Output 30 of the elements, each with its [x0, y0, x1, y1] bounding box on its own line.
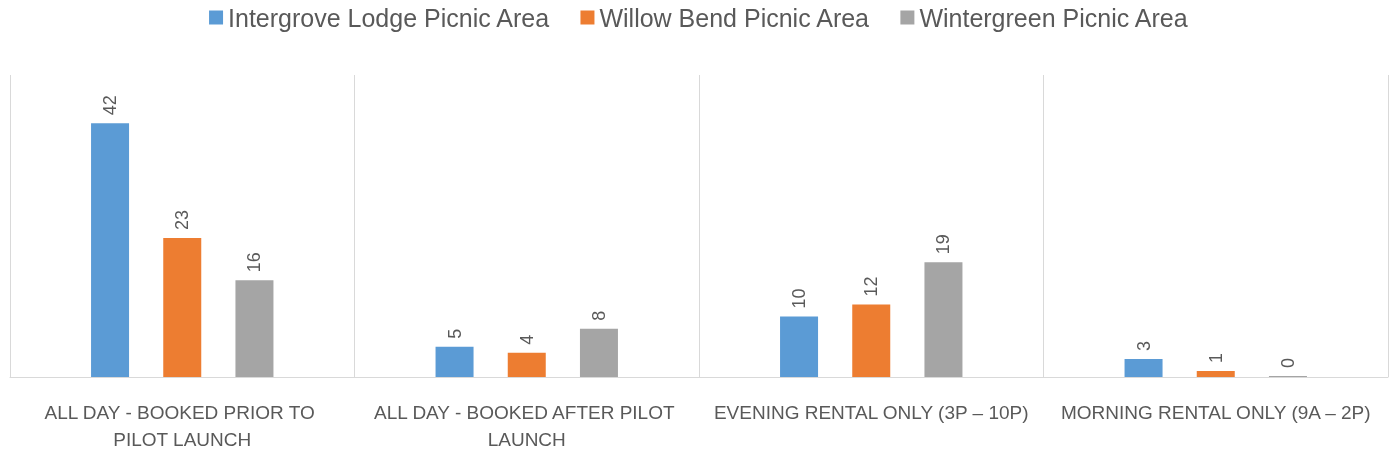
bar	[163, 238, 202, 377]
legend-label: Willow Bend Picnic Area	[599, 3, 870, 32]
bar	[1124, 358, 1163, 377]
data-label: 12	[861, 276, 882, 297]
bar	[235, 280, 274, 377]
legend-label: Wintergreen Picnic Area	[919, 3, 1188, 32]
x-tick-label: MORNING RENTAL ONLY (9A – 2P)	[1060, 402, 1371, 423]
bar	[579, 328, 618, 377]
data-label: 8	[588, 310, 609, 321]
x-tick-label: ALL DAY - BOOKED PRIOR TO PILOT LAUNCH	[44, 402, 321, 450]
data-label: 0	[1277, 357, 1298, 368]
data-label: 19	[933, 234, 954, 255]
bar	[1196, 370, 1235, 377]
data-label: 5	[444, 328, 465, 339]
data-label: 42	[100, 95, 121, 116]
bar	[852, 304, 891, 377]
x-tick-label: ALL DAY - BOOKED AFTER PILOT LAUNCH	[373, 402, 680, 450]
bar	[924, 262, 963, 377]
x-tick-label: EVENING RENTAL ONLY (3P – 10P)	[713, 402, 1029, 423]
data-label: 16	[244, 252, 265, 273]
data-label: 3	[1133, 340, 1154, 351]
bar	[91, 123, 130, 377]
bar	[435, 346, 474, 377]
bar	[507, 352, 546, 377]
data-label: 1	[1205, 352, 1226, 363]
data-label: 10	[789, 288, 810, 309]
bar	[780, 316, 819, 377]
data-label: 23	[172, 210, 193, 231]
data-label: 4	[516, 334, 537, 345]
legend-label: Intergrove Lodge Picnic Area	[228, 3, 550, 32]
